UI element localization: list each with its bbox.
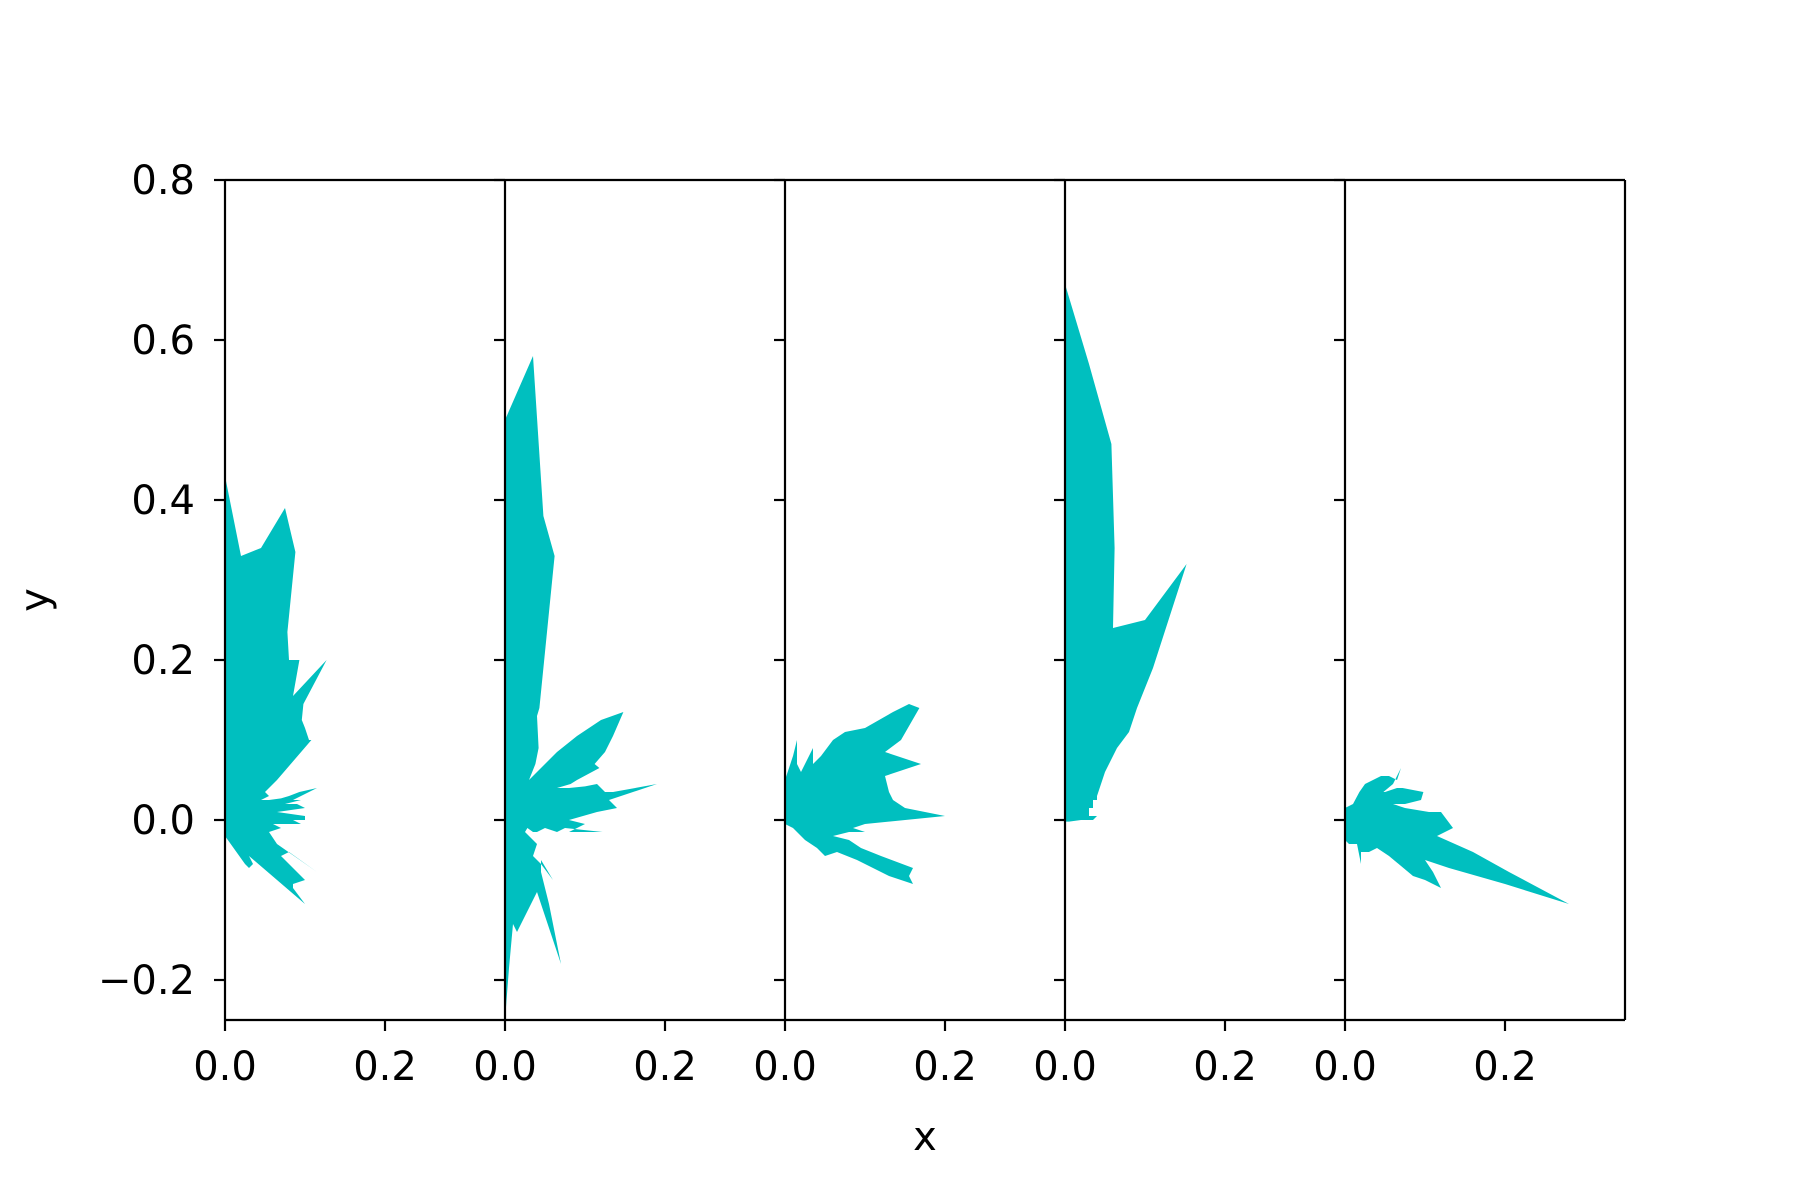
panel-3-filled-shape	[785, 704, 945, 884]
panel-3-x-tick-label: 0.2	[913, 1044, 977, 1090]
y-tick-label: −0.2	[98, 958, 195, 1004]
y-ticks-group: −0.2 0.0 0.2 0.4 0.6 0.8	[98, 158, 195, 1004]
panels-group	[214, 178, 1627, 1022]
panel-1-x-tick-label: 0.2	[353, 1044, 417, 1090]
x-ticks-group: 0.0 0.2 0.0 0.2 0.0 0.2 0.0 0.2 0.0 0.2	[193, 1020, 1537, 1090]
panel-1-filled-shape	[225, 476, 327, 904]
y-tick-label: 0.2	[131, 638, 195, 684]
x-axis-label: x	[913, 1114, 937, 1160]
panel-1-x-tick-label: 0.0	[193, 1044, 257, 1090]
panel-2-filled-shape	[505, 356, 657, 1020]
panel-2-x-tick-label: 0.2	[633, 1044, 697, 1090]
panel-3-x-tick-label: 0.0	[753, 1044, 817, 1090]
y-tick-label: 0.0	[131, 798, 195, 844]
y-tick-label: 0.8	[131, 158, 195, 204]
panel-4-filled-shape	[1065, 284, 1187, 822]
y-tick-label: 0.4	[131, 478, 195, 524]
panel-2-x-tick-label: 0.0	[473, 1044, 537, 1090]
panel-5-x-tick-label: 0.2	[1473, 1044, 1537, 1090]
panel-4-x-tick-label: 0.2	[1193, 1044, 1257, 1090]
y-axis-label: y	[12, 588, 58, 612]
panel-3	[774, 178, 945, 1020]
panel-4-x-tick-label: 0.0	[1033, 1044, 1097, 1090]
y-tick-label: 0.6	[131, 318, 195, 364]
panel-1	[214, 178, 327, 1020]
panel-5-x-tick-label: 0.0	[1313, 1044, 1377, 1090]
panel-5-filled-shape	[1345, 768, 1569, 904]
